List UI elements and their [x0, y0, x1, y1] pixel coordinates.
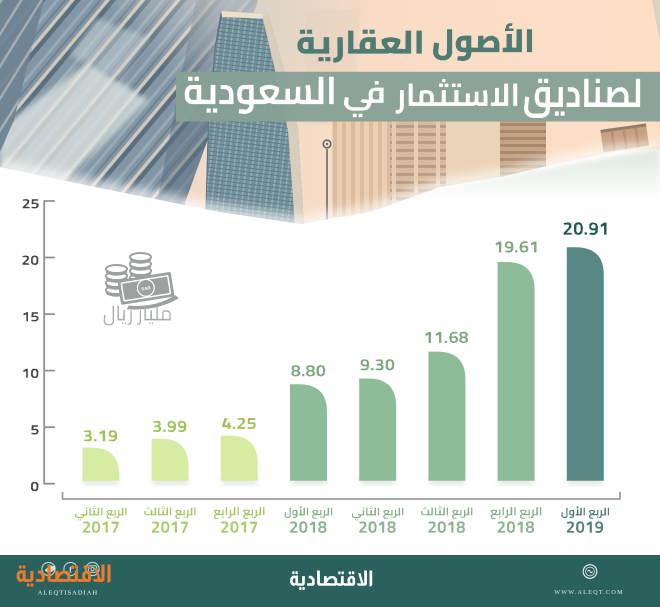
- svg-text:f: f: [69, 565, 72, 575]
- svg-text:ALEQTISADIAH: ALEQTISADIAH: [38, 590, 98, 597]
- svg-text:SAR: SAR: [141, 285, 152, 292]
- svg-text:WWW.ALEQT.COM: WWW.ALEQT.COM: [554, 589, 624, 596]
